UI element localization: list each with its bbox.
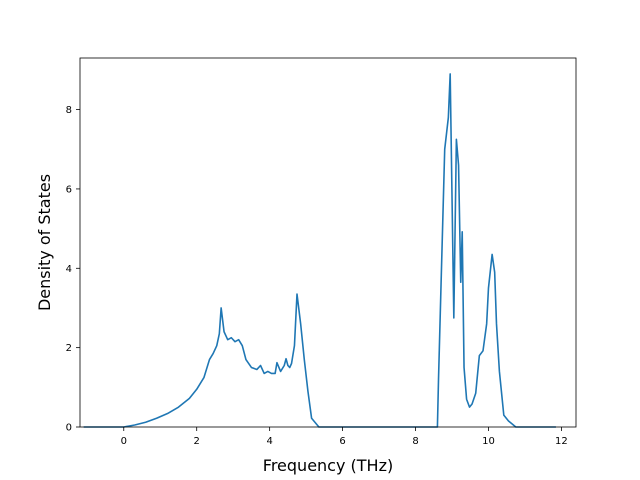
y-axis-ticks: 0 2 4 6 8 <box>66 105 80 434</box>
x-tick-label: 0 <box>121 436 127 447</box>
x-tick-label: 4 <box>266 436 272 447</box>
y-tick-label: 6 <box>66 184 72 195</box>
x-tick-label: 8 <box>412 436 418 447</box>
y-tick-label: 4 <box>66 264 72 275</box>
y-tick-label: 8 <box>66 105 72 116</box>
x-tick-label: 10 <box>482 436 495 447</box>
x-axis-label: Frequency (THz) <box>263 456 393 475</box>
x-tick-label: 6 <box>339 436 345 447</box>
plot-area <box>83 73 556 428</box>
y-axis-label: Density of States <box>35 174 54 311</box>
x-tick-label: 12 <box>555 436 568 447</box>
y-tick-label: 2 <box>66 343 72 354</box>
x-tick-label: 2 <box>194 436 200 447</box>
x-axis-ticks: 0 2 4 6 8 10 12 <box>121 427 568 447</box>
y-tick-label: 0 <box>66 423 72 434</box>
dos-series-line-0 <box>83 73 556 428</box>
axes-frame <box>79 57 577 428</box>
